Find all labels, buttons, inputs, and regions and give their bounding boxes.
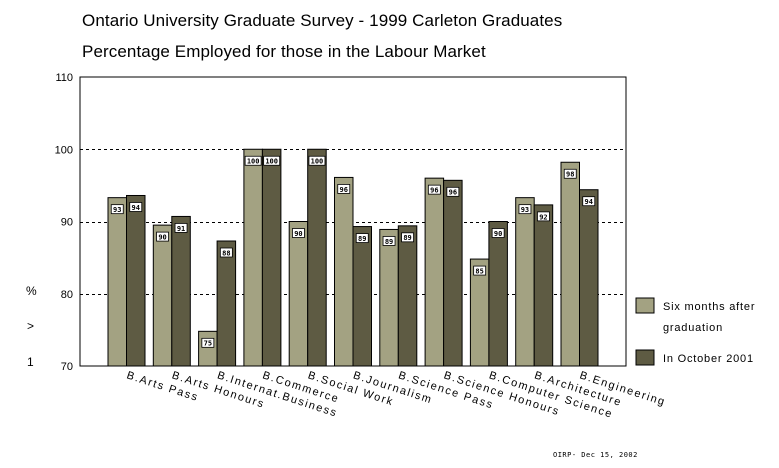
data-label-box: [446, 186, 460, 197]
data-label: 96: [430, 187, 438, 195]
data-label: 89: [403, 234, 411, 242]
data-label-box: [110, 204, 124, 215]
data-label: 91: [177, 225, 185, 233]
bar-six-months: [198, 330, 218, 367]
data-label: 93: [521, 206, 529, 214]
bar-october-2001: [579, 189, 599, 367]
bar-october-2001: [533, 204, 554, 367]
y-tick-label: 70: [61, 361, 73, 373]
data-label: 100: [247, 158, 260, 166]
data-label: 90: [494, 230, 502, 238]
data-label: 89: [385, 238, 393, 246]
data-label-box: [292, 228, 305, 238]
data-label: 92: [539, 213, 547, 221]
bar-six-months: [379, 228, 399, 367]
data-label-box: [401, 232, 414, 243]
bar-october-2001: [261, 148, 282, 367]
data-label-box: [473, 265, 487, 276]
data-label-box: [219, 247, 233, 258]
y-axis-extra-mark-2: 1: [27, 355, 34, 369]
data-label-box: [263, 155, 281, 166]
bar-six-months: [334, 176, 354, 367]
bar-october-2001: [352, 226, 372, 367]
bar-october-2001: [171, 215, 191, 367]
data-label: 85: [475, 267, 483, 275]
chart-subtitle: Percentage Employed for those in the Lab…: [82, 42, 486, 61]
data-label: 100: [311, 158, 324, 166]
y-tick-label: 80: [61, 289, 73, 301]
chart-title: Ontario University Graduate Survey - 199…: [82, 11, 563, 30]
data-label: 98: [566, 171, 574, 179]
bar-six-months: [424, 177, 445, 367]
legend-label: graduation: [663, 322, 723, 334]
data-label-box: [337, 184, 351, 194]
footnote: OIRP- Dec 15, 2002: [553, 451, 638, 459]
data-label: 96: [449, 189, 457, 197]
bar-six-months: [515, 197, 535, 367]
data-label-box: [537, 211, 550, 222]
bar-six-months: [243, 148, 263, 367]
bar-six-months: [288, 221, 309, 367]
data-label-box: [174, 223, 188, 233]
data-label-box: [129, 202, 143, 212]
data-label: 94: [585, 198, 593, 206]
bar-six-months: [152, 224, 173, 367]
y-tick-label: 90: [61, 217, 73, 229]
data-label-box: [427, 184, 441, 195]
legend-label: In October 2001: [663, 353, 754, 365]
bar-october-2001: [488, 221, 508, 367]
data-label: 100: [265, 158, 278, 166]
data-label: 93: [113, 206, 121, 214]
data-label-box: [563, 168, 577, 179]
data-label-box: [308, 155, 326, 166]
y-tick-label: 110: [55, 72, 73, 84]
y-tick-label: 100: [55, 144, 73, 156]
bar-october-2001: [397, 225, 418, 367]
data-label: 96: [340, 186, 348, 194]
bar-six-months: [560, 161, 580, 367]
legend-swatch-october-2001: [635, 349, 655, 366]
data-label: 90: [294, 230, 302, 238]
y-axis-extra-mark: >: [27, 319, 35, 333]
data-label: 90: [158, 234, 166, 242]
data-label-box: [156, 231, 169, 242]
data-label-box: [355, 233, 369, 243]
data-label-box: [582, 196, 596, 207]
y-axis-label: %: [26, 284, 37, 298]
bar-october-2001: [216, 240, 237, 367]
data-label: 94: [132, 204, 140, 212]
legend-swatch-six-months: [635, 297, 655, 314]
bar-october-2001: [307, 148, 327, 367]
data-label-box: [491, 228, 505, 238]
bar-october-2001: [443, 179, 463, 367]
data-label: 75: [204, 340, 212, 348]
data-label-box: [518, 204, 532, 215]
data-label: 89: [358, 235, 366, 243]
data-label-box: [382, 236, 396, 246]
bar-october-2001: [126, 194, 146, 367]
bar-six-months: [107, 197, 127, 367]
data-label: 88: [222, 249, 230, 257]
data-label-box: [201, 337, 215, 348]
data-label-box: [244, 155, 262, 166]
legend-label: Six months after: [663, 301, 755, 313]
